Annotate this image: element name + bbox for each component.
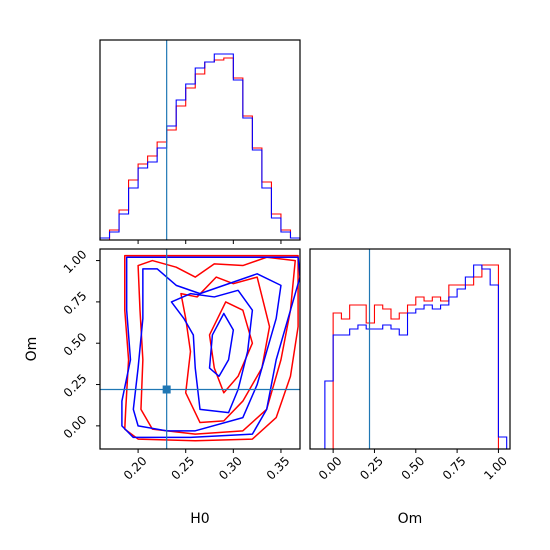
contour-truth-marker <box>162 385 171 394</box>
contour-ytick-label: 0.25 <box>61 371 90 400</box>
contour-xtick-label: 0.25 <box>168 454 197 483</box>
contour-ytick-label: 0.75 <box>61 289 90 318</box>
h0-hist-series-0 <box>100 57 301 241</box>
om-histogram-panel: 0.00 0.25 0.50 0.75 1.00 Om <box>309 248 511 527</box>
h0-hist-frame <box>99 39 301 241</box>
h0-hist-series-1 <box>99 53 301 240</box>
om-hist-xtick-label: 0.50 <box>399 454 428 483</box>
contour-xtick-label: 0.20 <box>121 454 150 483</box>
om-hist-xtick-label: 0.00 <box>316 454 345 483</box>
om-hist-series-0 <box>316 264 507 450</box>
contour-series-1-level-0 <box>121 256 300 439</box>
h0-histogram-panel <box>99 39 301 244</box>
y-axis-label-om: Om <box>24 337 40 362</box>
x-axis-label-om: Om <box>398 511 423 527</box>
contour-series-1-level-1 <box>132 268 282 432</box>
contour-ytick-label: 0.50 <box>61 330 90 359</box>
om-hist-xtick-label: 1.00 <box>481 454 510 483</box>
contour-group <box>121 254 300 442</box>
contour-xtick-label: 0.30 <box>216 454 245 483</box>
om-hist-xtick-label: 0.75 <box>440 454 469 483</box>
x-axis-label-h0: H0 <box>190 511 209 527</box>
om-hist-frame <box>309 248 511 450</box>
h0-om-contour-panel: 0.20 0.25 0.30 0.35 0.00 0.25 0.50 0.75 1.00 H0 Om <box>24 247 301 527</box>
om-hist-series-1 <box>316 264 508 450</box>
contour-ytick-label: 1.00 <box>61 247 90 276</box>
contour-series-1-level-3 <box>208 312 235 378</box>
contour-xtick-label: 0.35 <box>264 454 293 483</box>
contour-frame <box>99 248 301 450</box>
contour-series-0-level-1 <box>137 256 296 435</box>
contour-series-0-level-0 <box>124 254 299 442</box>
contour-ytick-label: 0.00 <box>61 413 90 442</box>
om-hist-xtick-label: 0.25 <box>357 454 386 483</box>
contour-series-0-level-2 <box>180 276 271 424</box>
